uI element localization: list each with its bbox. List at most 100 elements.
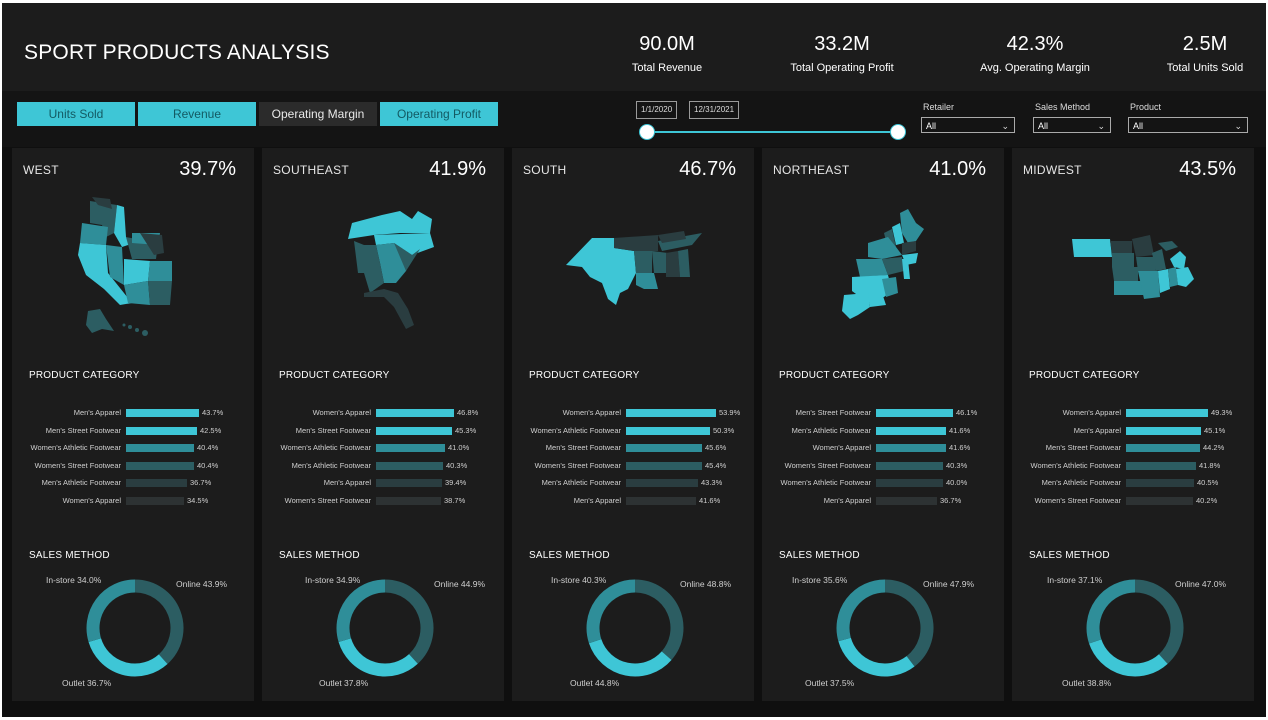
product-bar[interactable] xyxy=(376,479,442,488)
donut-slice-outlet[interactable] xyxy=(838,637,915,677)
product-row[interactable]: Men's Athletic Footwear 40.3% xyxy=(262,458,504,476)
tab-units-sold[interactable]: Units Sold xyxy=(17,102,135,126)
product-row[interactable]: Men's Athletic Footwear 36.7% xyxy=(12,475,254,493)
product-row[interactable]: Men's Athletic Footwear 40.5% xyxy=(1012,475,1254,493)
product-select[interactable]: All ⌄ xyxy=(1128,117,1248,133)
south-region-map[interactable] xyxy=(562,193,702,343)
donut-slice-online[interactable] xyxy=(1134,579,1184,664)
southeast-region-map[interactable] xyxy=(312,193,452,343)
product-row[interactable]: Men's Apparel 45.1% xyxy=(1012,423,1254,441)
product-row[interactable]: Men's Athletic Footwear 43.3% xyxy=(512,475,754,493)
product-bar[interactable] xyxy=(626,409,716,417)
product-row[interactable]: Men's Street Footwear 42.5% xyxy=(12,423,254,441)
donut-slice-online[interactable] xyxy=(384,579,434,664)
product-bar[interactable] xyxy=(126,461,194,470)
donut-slice-online[interactable] xyxy=(634,579,684,660)
west-region-map[interactable] xyxy=(62,193,202,343)
sales-donut[interactable] xyxy=(315,568,455,688)
product-bar[interactable] xyxy=(876,444,946,453)
product-bar[interactable] xyxy=(1126,479,1194,488)
donut-slice-instore[interactable] xyxy=(836,579,886,642)
product-bar[interactable] xyxy=(876,426,946,435)
product-row[interactable]: Women's Athletic Footwear 41.8% xyxy=(1012,458,1254,476)
product-bar[interactable] xyxy=(876,461,943,470)
product-bar[interactable] xyxy=(876,409,953,417)
product-row[interactable]: Women's Apparel 41.6% xyxy=(762,440,1004,458)
product-bar[interactable] xyxy=(626,461,702,470)
product-row[interactable]: Men's Street Footwear 46.1% xyxy=(762,405,1004,423)
product-bar[interactable] xyxy=(876,496,937,505)
product-row[interactable]: Men's Street Footwear 44.2% xyxy=(1012,440,1254,458)
product-bar[interactable] xyxy=(1126,461,1196,470)
product-row[interactable]: Men's Apparel 43.7% xyxy=(12,405,254,423)
product-bar[interactable] xyxy=(876,479,943,488)
product-row[interactable]: Women's Street Footwear 40.3% xyxy=(762,458,1004,476)
donut-slice-outlet[interactable] xyxy=(88,637,168,677)
donut-slice-instore[interactable] xyxy=(1086,579,1136,644)
sales-donut[interactable] xyxy=(65,568,205,688)
product-row[interactable]: Women's Athletic Footwear 41.0% xyxy=(262,440,504,458)
product-bar[interactable] xyxy=(376,461,443,470)
product-row[interactable]: Women's Athletic Footwear 40.4% xyxy=(12,440,254,458)
midwest-region-map[interactable] xyxy=(1062,193,1202,343)
product-bar[interactable] xyxy=(376,496,441,505)
region-panel-southeast[interactable]: SOUTHEAST 41.9% PRODUCT CATEGORY Women's… xyxy=(262,148,504,701)
product-bar[interactable] xyxy=(376,409,454,417)
product-row[interactable]: Women's Street Footwear 38.7% xyxy=(262,493,504,511)
end-date-input[interactable]: 12/31/2021 xyxy=(689,101,740,119)
retailer-select[interactable]: All ⌄ xyxy=(921,117,1015,133)
region-panel-midwest[interactable]: MIDWEST 43.5% PRODUCT CATEGORY Women's A… xyxy=(1012,148,1254,701)
date-slider-start-handle[interactable] xyxy=(639,124,655,140)
tab-revenue[interactable]: Revenue xyxy=(138,102,256,126)
product-bar[interactable] xyxy=(626,496,696,505)
product-bar[interactable] xyxy=(126,409,199,417)
donut-slice-online[interactable] xyxy=(884,579,934,667)
product-row[interactable]: Women's Athletic Footwear 40.0% xyxy=(762,475,1004,493)
product-bar[interactable] xyxy=(376,426,452,435)
product-bar[interactable] xyxy=(126,479,187,488)
product-bar[interactable] xyxy=(126,444,194,453)
tab-operating-profit[interactable]: Operating Profit xyxy=(380,102,498,126)
northeast-region-map[interactable] xyxy=(812,193,952,343)
tab-operating-margin[interactable]: Operating Margin xyxy=(259,102,377,126)
product-bar[interactable] xyxy=(1126,444,1200,453)
donut-slice-outlet[interactable] xyxy=(588,638,672,677)
product-bar[interactable] xyxy=(626,444,702,453)
product-row[interactable]: Men's Apparel 39.4% xyxy=(262,475,504,493)
sales-donut[interactable] xyxy=(565,568,705,688)
product-row[interactable]: Women's Street Footwear 45.4% xyxy=(512,458,754,476)
product-row[interactable]: Women's Apparel 49.3% xyxy=(1012,405,1254,423)
sales-donut[interactable] xyxy=(1065,568,1205,688)
product-bar[interactable] xyxy=(626,426,710,435)
product-bar[interactable] xyxy=(1126,409,1208,417)
donut-slice-instore[interactable] xyxy=(336,579,386,643)
region-panel-northeast[interactable]: NORTHEAST 41.0% PRODUCT CATEGORY Men's S… xyxy=(762,148,1004,701)
product-row[interactable]: Women's Street Footwear 40.2% xyxy=(1012,493,1254,511)
donut-slice-outlet[interactable] xyxy=(1089,639,1168,677)
donut-slice-outlet[interactable] xyxy=(338,637,418,677)
sales-donut[interactable] xyxy=(815,568,955,688)
product-bar[interactable] xyxy=(1126,426,1201,435)
product-row[interactable]: Men's Apparel 36.7% xyxy=(762,493,1004,511)
product-row[interactable]: Men's Apparel 41.6% xyxy=(512,493,754,511)
product-row[interactable]: Men's Street Footwear 45.3% xyxy=(262,423,504,441)
donut-slice-online[interactable] xyxy=(134,579,184,664)
donut-slice-instore[interactable] xyxy=(86,579,136,643)
region-panel-south[interactable]: SOUTH 46.7% PRODUCT CATEGORY Women's App… xyxy=(512,148,754,701)
product-bar[interactable] xyxy=(376,444,445,453)
product-row[interactable]: Men's Street Footwear 45.6% xyxy=(512,440,754,458)
product-row[interactable]: Men's Athletic Footwear 41.6% xyxy=(762,423,1004,441)
donut-slice-instore[interactable] xyxy=(586,579,636,644)
product-row[interactable]: Women's Apparel 53.9% xyxy=(512,405,754,423)
product-bar[interactable] xyxy=(126,496,184,505)
start-date-input[interactable]: 1/1/2020 xyxy=(636,101,678,119)
date-slider-track[interactable] xyxy=(647,131,900,133)
date-slider-end-handle[interactable] xyxy=(890,124,906,140)
product-row[interactable]: Women's Street Footwear 40.4% xyxy=(12,458,254,476)
product-row[interactable]: Women's Apparel 34.5% xyxy=(12,493,254,511)
region-panel-west[interactable]: WEST 39.7% PRODUCT CATEGORY Men's Appare… xyxy=(12,148,254,701)
product-row[interactable]: Women's Athletic Footwear 50.3% xyxy=(512,423,754,441)
product-bar[interactable] xyxy=(126,426,197,435)
product-bar[interactable] xyxy=(1126,496,1193,505)
product-row[interactable]: Women's Apparel 46.8% xyxy=(262,405,504,423)
